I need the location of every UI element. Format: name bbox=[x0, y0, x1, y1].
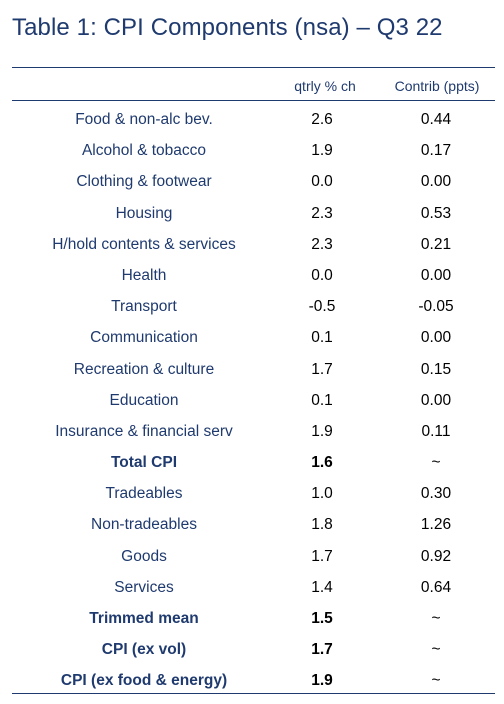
row-label: Alcohol & tobacco bbox=[81, 142, 207, 160]
qtrly-change-value: 0.0 bbox=[311, 173, 333, 191]
contribution-value: 0.30 bbox=[420, 485, 452, 503]
table-row: Transport -0.5 -0.05 bbox=[12, 291, 495, 322]
table-row: Communication 0.1 0.00 bbox=[12, 322, 495, 353]
row-label: Total CPI bbox=[110, 454, 178, 472]
row-label: Health bbox=[121, 266, 167, 284]
contribution-value: 1.26 bbox=[420, 516, 452, 534]
qtrly-change-value: 0.1 bbox=[311, 391, 333, 409]
row-label: Services bbox=[114, 578, 174, 596]
row-label: Education bbox=[109, 391, 179, 409]
qtrly-change-value: 1.6 bbox=[311, 454, 333, 472]
column-header-contrib: Contrib (ppts) bbox=[394, 78, 480, 94]
table-row: H/hold contents & services 2.3 0.21 bbox=[12, 229, 495, 260]
top-rule bbox=[12, 67, 495, 68]
qtrly-change-value: 2.6 bbox=[311, 111, 333, 128]
table-row: Education 0.1 0.00 bbox=[12, 385, 495, 416]
contribution-value: ~ bbox=[431, 672, 441, 690]
table-row: Trimmed mean 1.5 ~ bbox=[12, 603, 495, 634]
table-row: Housing 2.3 0.53 bbox=[12, 198, 495, 229]
contribution-value: 0.00 bbox=[420, 266, 452, 284]
qtrly-change-value: 2.3 bbox=[311, 235, 333, 253]
table-row: Recreation & culture 1.7 0.15 bbox=[12, 354, 495, 385]
contribution-value: 0.15 bbox=[420, 360, 452, 378]
contribution-value: 0.00 bbox=[420, 173, 452, 191]
table-row: CPI (ex food & energy) 1.9 ~ bbox=[12, 665, 495, 696]
table-body: Food & non-alc bev. 2.6 0.44 Alcohol & toba… bbox=[12, 104, 495, 697]
header-rule bbox=[12, 100, 495, 101]
qtrly-change-value: 0.1 bbox=[311, 329, 333, 347]
qtrly-change-value: 1.9 bbox=[311, 672, 333, 690]
row-label: Non-tradeables bbox=[91, 516, 197, 534]
contribution-value: 0.00 bbox=[420, 391, 452, 409]
row-label: Housing bbox=[115, 204, 173, 222]
row-label: Goods bbox=[121, 547, 167, 565]
contribution-value: 0.92 bbox=[420, 547, 452, 565]
table-title: Table 1: CPI Components (nsa) – Q3 22 bbox=[12, 14, 443, 41]
table-row: Health 0.0 0.00 bbox=[12, 260, 495, 291]
row-label: Insurance & financial serv bbox=[55, 422, 233, 440]
row-label: H/hold contents & services bbox=[52, 235, 236, 253]
table-row: Total CPI 1.6 ~ bbox=[12, 447, 495, 478]
row-label: Communication bbox=[90, 329, 198, 347]
table-row: Tradeables 1.0 0.30 bbox=[12, 478, 495, 509]
qtrly-change-value: 1.9 bbox=[311, 142, 333, 160]
qtrly-change-value: 1.7 bbox=[311, 547, 333, 565]
table-row: Alcohol & tobacco 1.9 0.17 bbox=[12, 135, 495, 166]
qtrly-change-value: 1.4 bbox=[311, 578, 333, 596]
qtrly-change-value: 1.7 bbox=[311, 641, 333, 659]
table-row: Goods 1.7 0.92 bbox=[12, 541, 495, 572]
bottom-rule bbox=[12, 693, 495, 694]
qtrly-change-value: 1.7 bbox=[311, 360, 333, 378]
contribution-value: 0.11 bbox=[421, 422, 451, 440]
row-label: Transport bbox=[111, 298, 177, 316]
row-label: Recreation & culture bbox=[73, 360, 215, 378]
row-label: Trimmed mean bbox=[89, 610, 199, 627]
column-header-qtrly: qtrly % ch bbox=[294, 78, 356, 94]
qtrly-change-value: 2.3 bbox=[311, 204, 333, 222]
table-row: Non-tradeables 1.8 1.26 bbox=[12, 509, 495, 540]
contribution-value: -0.05 bbox=[418, 298, 454, 316]
contribution-value: 0.21 bbox=[420, 235, 452, 253]
qtrly-change-value: 1.0 bbox=[311, 485, 333, 503]
qtrly-change-value: 1.8 bbox=[311, 516, 333, 534]
contribution-value: 0.00 bbox=[420, 329, 452, 347]
row-label: CPI (ex food & energy) bbox=[60, 672, 228, 690]
table-row: Clothing & footwear 0.0 0.00 bbox=[12, 166, 495, 197]
contribution-value: ~ bbox=[431, 610, 441, 627]
contribution-value: 0.64 bbox=[420, 578, 452, 596]
contribution-value: 0.44 bbox=[420, 111, 452, 128]
contribution-value: ~ bbox=[431, 454, 441, 472]
table-row: Food & non-alc bev. 2.6 0.44 bbox=[12, 104, 495, 135]
table-row: CPI (ex vol) 1.7 ~ bbox=[12, 634, 495, 665]
table-row: Insurance & financial serv 1.9 0.11 bbox=[12, 416, 495, 447]
row-label: CPI (ex vol) bbox=[101, 641, 187, 659]
row-label: Food & non-alc bev. bbox=[75, 111, 213, 128]
table-row: Services 1.4 0.64 bbox=[12, 572, 495, 603]
qtrly-change-value: -0.5 bbox=[308, 298, 336, 316]
qtrly-change-value: 1.5 bbox=[311, 610, 333, 627]
row-label: Tradeables bbox=[105, 485, 183, 503]
row-label: Clothing & footwear bbox=[76, 173, 212, 191]
contribution-value: 0.53 bbox=[420, 204, 452, 222]
qtrly-change-value: 0.0 bbox=[311, 266, 333, 284]
contribution-value: 0.17 bbox=[420, 142, 452, 160]
qtrly-change-value: 1.9 bbox=[311, 422, 333, 440]
contribution-value: ~ bbox=[431, 641, 441, 659]
